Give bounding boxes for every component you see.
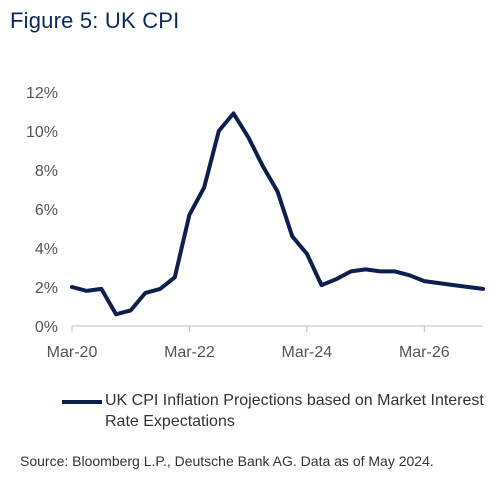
x-axis-tick-labels: Mar-20 Mar-22 Mar-24 Mar-26	[47, 344, 450, 361]
x-tick-label: Mar-26	[399, 344, 450, 361]
x-tick-label: Mar-22	[164, 344, 215, 361]
y-tick-label: 0%	[35, 319, 58, 336]
y-tick-label: 6%	[35, 202, 58, 219]
y-axis-tick-labels: 0% 2% 4% 6% 8% 10% 12%	[26, 85, 58, 336]
legend-label: UK CPI Inflation Projections based on Ma…	[105, 392, 484, 430]
y-tick-label: 12%	[26, 85, 58, 102]
series-line	[70, 111, 485, 317]
x-tick-label: Mar-24	[282, 344, 333, 361]
cpi-line-chart: 0%2%4%6%8%10%12% Mar-20 Mar-22 Mar-24 Mar-2…	[26, 85, 485, 361]
x-axis	[71, 325, 483, 332]
y-tick-label: 8%	[35, 163, 58, 180]
y-tick-label: 2%	[35, 280, 58, 297]
figure-title: Figure 5: UK CPI	[10, 8, 180, 33]
source-note: Source: Bloomberg L.P., Deutsche Bank AG…	[20, 453, 434, 469]
series-layer	[70, 111, 485, 317]
y-tick-label: 4%	[35, 241, 58, 258]
x-tick-label: Mar-20	[47, 344, 98, 361]
legend-swatch	[62, 400, 102, 404]
y-tick-label: 10%	[26, 124, 58, 141]
